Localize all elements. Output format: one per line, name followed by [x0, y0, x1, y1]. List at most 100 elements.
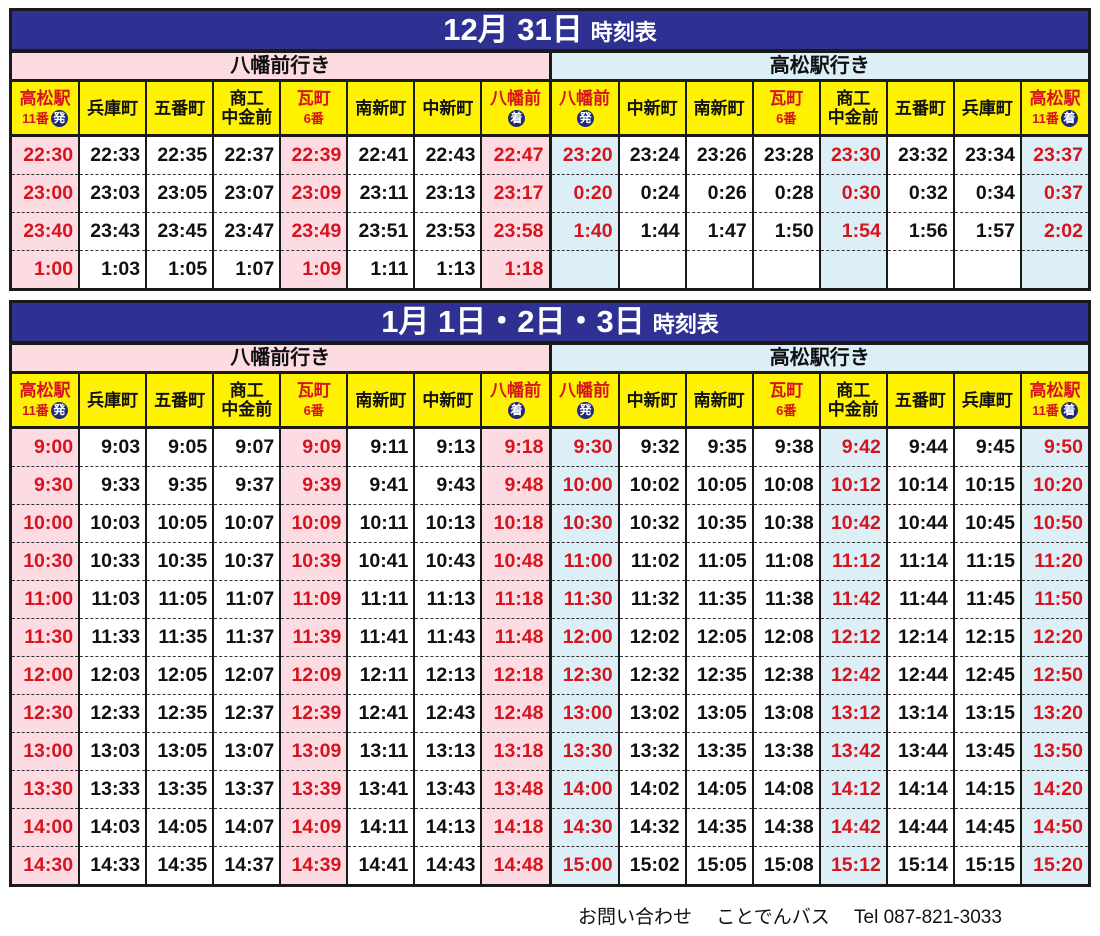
time-cell: 11:09 [279, 580, 348, 619]
timetable-grid: 高松駅 11番発兵庫町 五番町 商工 中金前 瓦町 6番 南新町 中新町 八幡前着 22:30 22:… [12, 82, 549, 288]
table-row: 10:00 10:02 10:05 10:08 10:12 10:14 10:15 10:20 [551, 466, 1088, 505]
time-cell: 14:00 [12, 808, 80, 847]
time-cell: 11:45 [952, 580, 1021, 619]
station-header: 商工 中金前 [212, 374, 281, 429]
platform-number: 11番 [22, 110, 49, 126]
time-cell: 0:32 [885, 174, 954, 213]
route-tables: 八幡前行き 高松駅 11番発兵庫町 五番町 商工 中金前 瓦町 6番 南新町 中新町 八幡前着 9:0… [12, 345, 1088, 884]
time-cell: 13:38 [751, 732, 820, 771]
time-cell: 14:18 [480, 808, 549, 847]
time-cell: 12:38 [751, 656, 820, 695]
time-cell: 13:33 [78, 770, 147, 809]
table-row: 23:00 23:03 23:05 23:07 23:09 23:11 23:13 23:17 [12, 174, 549, 213]
time-cell: 12:45 [952, 656, 1021, 695]
time-cell: 13:15 [952, 694, 1021, 733]
time-cell: 23:43 [78, 212, 147, 251]
time-cell: 23:26 [684, 135, 753, 175]
station-header: 高松駅 11番発 [12, 82, 80, 137]
station-name: 五番町 [894, 98, 946, 118]
station-name: 八幡前 [559, 380, 611, 400]
station-name: 瓦町 [769, 88, 804, 108]
time-cell: 14:35 [684, 808, 753, 847]
time-cell: 23:11 [346, 174, 415, 213]
time-cell: 11:30 [12, 618, 80, 657]
time-cell: 0:37 [1019, 174, 1088, 213]
time-cell: 10:00 [551, 466, 619, 505]
time-cell: 10:03 [78, 504, 147, 543]
station-header: 五番町 [145, 374, 214, 429]
station-header: 中新町 [413, 374, 482, 429]
company-name: ことでんバス [716, 907, 830, 928]
title-date: 12月 31日 [443, 12, 583, 47]
time-cell: 9:18 [480, 427, 549, 467]
time-cell: 9:35 [145, 466, 214, 505]
time-cell: 14:41 [346, 846, 415, 884]
time-cell: 10:18 [480, 504, 549, 543]
time-cell: 10:38 [751, 504, 820, 543]
time-cell: 9:50 [1019, 427, 1088, 467]
table-row: 14:30 14:33 14:35 14:37 14:39 14:41 14:43 14:48 [12, 846, 549, 884]
time-cell: 11:18 [480, 580, 549, 619]
station-name: 中新町 [626, 390, 678, 410]
station-header: 五番町 [145, 82, 214, 137]
direction-header: 八幡前行き [12, 53, 549, 82]
time-cell: 11:08 [751, 542, 820, 581]
departure-badge-icon: 発 [577, 110, 595, 127]
time-cell: 13:37 [212, 770, 281, 809]
time-cell: 22:39 [279, 135, 348, 175]
time-cell: 11:11 [346, 580, 415, 619]
time-cell: 1:05 [145, 250, 214, 288]
time-cell: 10:20 [1019, 466, 1088, 505]
time-cell: 10:15 [952, 466, 1021, 505]
station-header: 兵庫町 [952, 82, 1021, 137]
time-cell: 14:33 [78, 846, 147, 884]
time-cell: 14:14 [885, 770, 954, 809]
station-name: 瓦町 [769, 380, 804, 400]
time-cell: 12:35 [145, 694, 214, 733]
time-cell: 14:12 [818, 770, 887, 809]
time-cell: 15:14 [885, 846, 954, 884]
table-row: 0:20 0:24 0:26 0:28 0:30 0:32 0:34 0:37 [551, 174, 1088, 213]
time-cell: 10:07 [212, 504, 281, 543]
time-cell: 10:12 [818, 466, 887, 505]
station-name: 高松駅 [1029, 380, 1081, 400]
time-cell: 23:24 [617, 135, 686, 175]
station-header: 南新町 [684, 82, 753, 137]
time-cell: 23:17 [480, 174, 549, 213]
table-row: 13:00 13:02 13:05 13:08 13:12 13:14 13:15 13:20 [551, 694, 1088, 733]
time-cell: 13:48 [480, 770, 549, 809]
station-name: 八幡前 [559, 88, 611, 108]
time-cell: 12:30 [551, 656, 619, 695]
time-cell: 12:09 [279, 656, 348, 695]
station-name: 商工 [836, 89, 871, 108]
time-cell: 11:05 [684, 542, 753, 581]
time-cell: 23:30 [818, 135, 887, 175]
time-cell: 23:00 [12, 174, 80, 213]
time-cell: 13:42 [818, 732, 887, 771]
station-header: 五番町 [885, 374, 954, 429]
table-row: 14:30 14:32 14:35 14:38 14:42 14:44 14:45 14:50 [551, 808, 1088, 847]
station-name: 中新町 [422, 390, 474, 410]
time-cell: 13:13 [413, 732, 482, 771]
time-cell: 12:00 [551, 618, 619, 657]
table-row: 1:40 1:44 1:47 1:50 1:54 1:56 1:57 2:02 [551, 212, 1088, 251]
time-cell: 23:32 [885, 135, 954, 175]
station-name: 八幡前 [489, 88, 541, 108]
time-cell: 13:44 [885, 732, 954, 771]
time-cell: 14:11 [346, 808, 415, 847]
time-cell: 23:03 [78, 174, 147, 213]
time-cell: 0:34 [952, 174, 1021, 213]
time-cell [551, 250, 619, 288]
time-cell: 15:00 [551, 846, 619, 884]
time-cell: 14:02 [617, 770, 686, 809]
time-cell: 11:44 [885, 580, 954, 619]
time-cell: 9:30 [551, 427, 619, 467]
time-cell: 12:03 [78, 656, 147, 695]
time-cell: 13:07 [212, 732, 281, 771]
table-row: 12:00 12:02 12:05 12:08 12:12 12:14 12:15 12:20 [551, 618, 1088, 657]
direction-header: 八幡前行き [12, 345, 549, 374]
platform-number: 11番 [1032, 110, 1059, 126]
time-cell: 23:47 [212, 212, 281, 251]
station-header: 高松駅 11番発 [12, 374, 80, 429]
route-to-yahatamae: 八幡前行き 高松駅 11番発兵庫町 五番町 商工 中金前 瓦町 6番 南新町 中新町 八幡前着 22:… [12, 53, 549, 288]
